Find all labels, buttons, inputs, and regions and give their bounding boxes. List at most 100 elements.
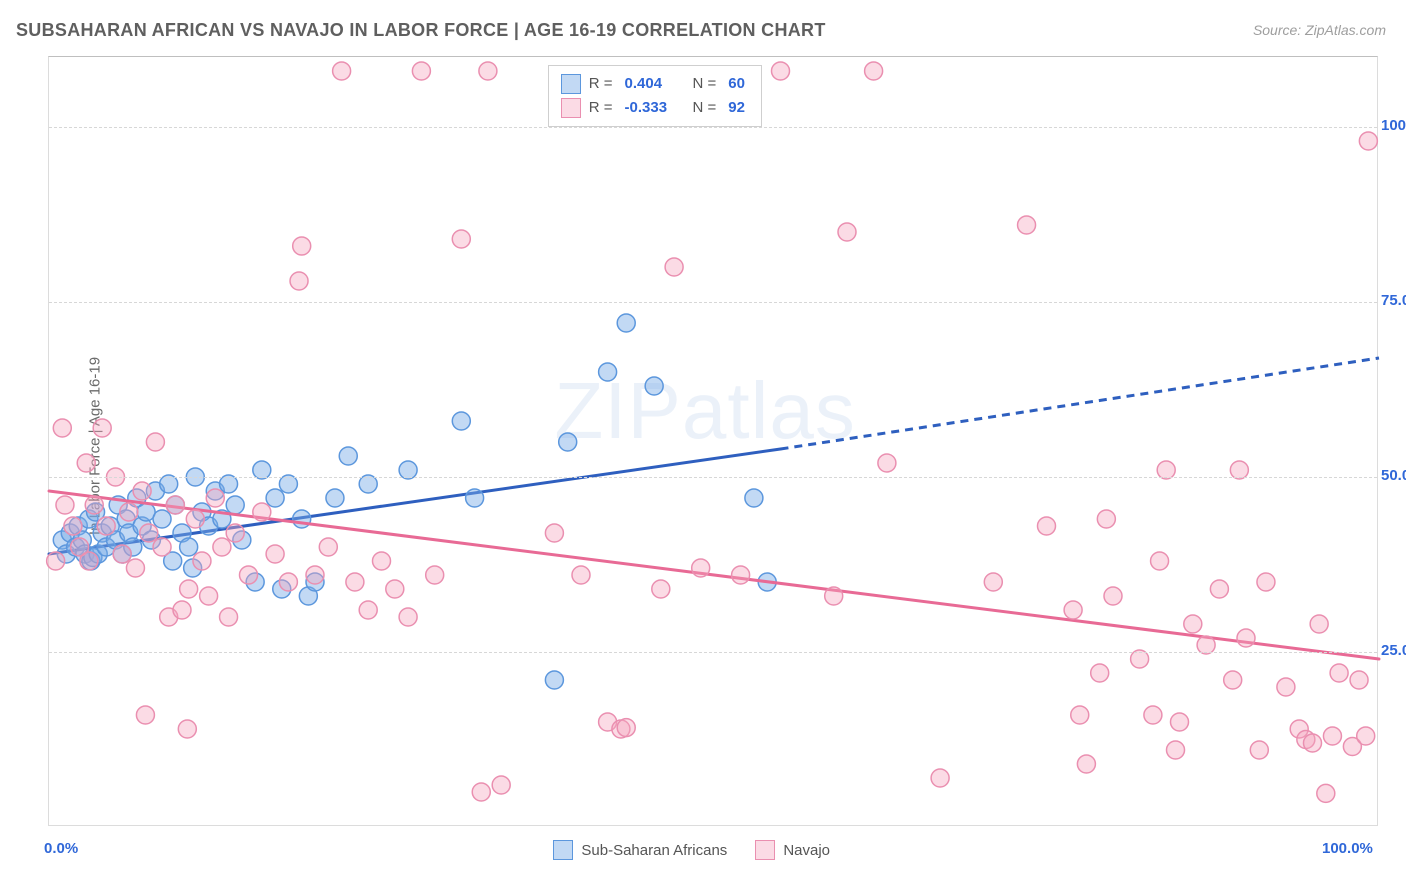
navajo-point bbox=[140, 524, 158, 542]
source-attribution: Source: ZipAtlas.com bbox=[1253, 22, 1386, 38]
navajo-point bbox=[652, 580, 670, 598]
navajo-point bbox=[452, 230, 470, 248]
navajo-point bbox=[220, 608, 238, 626]
navajo-point bbox=[1350, 671, 1368, 689]
legend-n-value: 92 bbox=[728, 96, 745, 120]
navajo-point bbox=[472, 783, 490, 801]
navajo-point bbox=[1224, 671, 1242, 689]
subsaharan-point bbox=[153, 510, 171, 528]
navajo-point bbox=[931, 769, 949, 787]
navajo-point bbox=[253, 503, 271, 521]
navajo-point bbox=[53, 419, 71, 437]
navajo-point bbox=[213, 538, 231, 556]
legend-row-subsaharan: R =0.404N =60 bbox=[561, 72, 749, 96]
navajo-point bbox=[479, 62, 497, 80]
navajo-point bbox=[126, 559, 144, 577]
navajo-point bbox=[136, 706, 154, 724]
navajo-point bbox=[290, 272, 308, 290]
legend-row-navajo: R =-0.333N =92 bbox=[561, 96, 749, 120]
navajo-point bbox=[1167, 741, 1185, 759]
x-tick-label: 0.0% bbox=[44, 840, 78, 857]
y-tick-label: 100.0% bbox=[1381, 117, 1406, 134]
navajo-point bbox=[1317, 784, 1335, 802]
legend-n-label: N = bbox=[693, 72, 717, 96]
navajo-point bbox=[426, 566, 444, 584]
y-tick-label: 75.0% bbox=[1381, 292, 1406, 309]
navajo-point bbox=[1151, 552, 1169, 570]
subsaharan-point bbox=[617, 314, 635, 332]
subsaharan-point bbox=[226, 496, 244, 514]
navajo-point bbox=[838, 223, 856, 241]
plot-svg bbox=[49, 57, 1379, 827]
navajo-point bbox=[346, 573, 364, 591]
gridline bbox=[49, 652, 1377, 653]
bottom-legend-item-subsaharan: Sub-Saharan Africans bbox=[553, 840, 727, 860]
navajo-point bbox=[386, 580, 404, 598]
legend-r-label: R = bbox=[589, 72, 613, 96]
navajo-point bbox=[166, 496, 184, 514]
navajo-point bbox=[984, 573, 1002, 591]
y-tick-label: 25.0% bbox=[1381, 642, 1406, 659]
legend-r-value: 0.404 bbox=[625, 72, 681, 96]
navajo-point bbox=[665, 258, 683, 276]
correlation-legend: R =0.404N =60R =-0.333N =92 bbox=[548, 65, 762, 127]
subsaharan-point bbox=[452, 412, 470, 430]
bottom-legend-item-navajo: Navajo bbox=[755, 840, 830, 860]
navajo-point bbox=[1071, 706, 1089, 724]
navajo-point bbox=[1304, 734, 1322, 752]
navajo-point bbox=[293, 237, 311, 255]
navajo-point bbox=[146, 433, 164, 451]
navajo-point bbox=[1091, 664, 1109, 682]
navajo-point bbox=[1077, 755, 1095, 773]
subsaharan-point bbox=[180, 538, 198, 556]
navajo-point bbox=[412, 62, 430, 80]
navajo-point bbox=[85, 496, 103, 514]
subsaharan-trendline-dashed bbox=[781, 358, 1380, 449]
navajo-point bbox=[1310, 615, 1328, 633]
x-tick-label: 100.0% bbox=[1322, 840, 1373, 857]
subsaharan-point bbox=[559, 433, 577, 451]
navajo-point bbox=[545, 524, 563, 542]
navajo-point bbox=[56, 496, 74, 514]
navajo-point bbox=[359, 601, 377, 619]
gridline bbox=[49, 477, 1377, 478]
navajo-point bbox=[1184, 615, 1202, 633]
navajo-point bbox=[617, 719, 635, 737]
subsaharan-point bbox=[645, 377, 663, 395]
navajo-point bbox=[878, 454, 896, 472]
chart-title: SUBSAHARAN AFRICAN VS NAVAJO IN LABOR FO… bbox=[16, 20, 826, 41]
legend-n-label: N = bbox=[693, 96, 717, 120]
navajo-point bbox=[1237, 629, 1255, 647]
navajo-point bbox=[732, 566, 750, 584]
subsaharan-swatch bbox=[561, 74, 581, 94]
navajo-point bbox=[93, 419, 111, 437]
navajo-point bbox=[186, 510, 204, 528]
navajo-point bbox=[266, 545, 284, 563]
navajo-point bbox=[333, 62, 351, 80]
navajo-point bbox=[279, 573, 297, 591]
navajo-point bbox=[1210, 580, 1228, 598]
navajo-point bbox=[133, 482, 151, 500]
navajo-point bbox=[572, 566, 590, 584]
navajo-point bbox=[399, 608, 417, 626]
navajo-point bbox=[180, 580, 198, 598]
navajo-point bbox=[1277, 678, 1295, 696]
navajo-point bbox=[64, 517, 82, 535]
navajo-point bbox=[865, 62, 883, 80]
subsaharan-point bbox=[545, 671, 563, 689]
navajo-swatch bbox=[561, 98, 581, 118]
bottom-legend-label: Navajo bbox=[783, 842, 830, 859]
navajo-point bbox=[1018, 216, 1036, 234]
navajo-point bbox=[193, 552, 211, 570]
legend-r-value: -0.333 bbox=[625, 96, 681, 120]
navajo-point bbox=[200, 587, 218, 605]
series-legend: Sub-Saharan Africans Navajo bbox=[553, 840, 830, 860]
chart-container: SUBSAHARAN AFRICAN VS NAVAJO IN LABOR FO… bbox=[0, 0, 1406, 892]
gridline bbox=[49, 127, 1377, 128]
subsaharan-point bbox=[466, 489, 484, 507]
subsaharan-point bbox=[326, 489, 344, 507]
navajo-point bbox=[206, 489, 224, 507]
navajo-point bbox=[120, 503, 138, 521]
navajo-point bbox=[825, 587, 843, 605]
bottom-legend-label: Sub-Saharan Africans bbox=[581, 842, 727, 859]
